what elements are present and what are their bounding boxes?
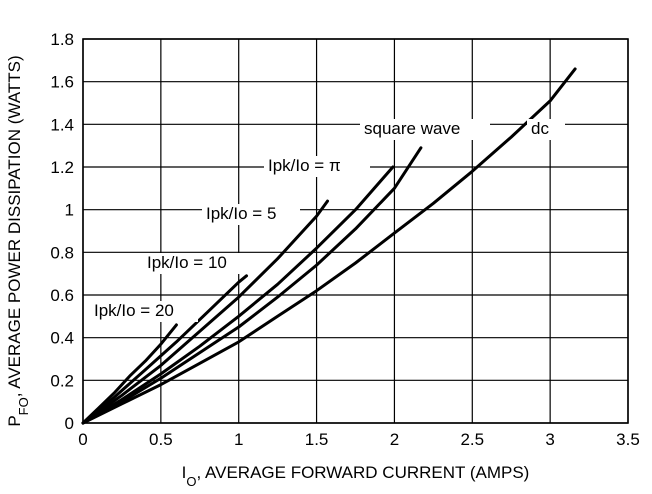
tick-labels: 0 0.5 1 1.5 2 2.5 3 3.5 0 0.2 0.4 0.6 0.8 1 1.2 1.4 1.6 1… — [50, 30, 639, 449]
x-tick-label-3: 1.5 — [305, 430, 329, 449]
annotation-label-3: Ipk/Io = π — [268, 156, 341, 175]
annotation-label-4: square wave — [364, 119, 460, 138]
y-tick-label-3: 0.6 — [50, 286, 74, 305]
y-tick-label-2: 0.4 — [50, 329, 74, 348]
series-line-3 — [81, 165, 395, 425]
annotation-label-2: Ipk/Io = 5 — [206, 204, 276, 223]
curve-annotations: Ipk/Io = 20 Ipk/Io = 10 Ipk/Io = 5 Ipk/Io =… — [90, 119, 565, 322]
y-tick-label-1: 0.2 — [50, 371, 74, 390]
series-line-1 — [81, 274, 248, 425]
y-axis-title: PFO, AVERAGE POWER DISSIPATION (WATTS) — [5, 55, 31, 426]
y-tick-label-6: 1.2 — [50, 158, 74, 177]
x-tick-label-2: 1 — [234, 430, 243, 449]
x-tick-label-0: 0 — [78, 430, 87, 449]
series-line-4 — [81, 146, 423, 425]
y-tick-label-4: 0.8 — [50, 243, 74, 262]
y-tick-label-8: 1.6 — [50, 73, 74, 92]
x-axis-title-rest: , AVERAGE FORWARD CURRENT (AMPS) — [197, 463, 530, 482]
x-tick-label-6: 3 — [545, 430, 554, 449]
plot-frame — [82, 38, 629, 424]
y-axis-title-main: P — [5, 415, 24, 426]
annotation-background-0 — [90, 301, 198, 322]
x-axis-title-main: I — [182, 463, 187, 482]
series-line-5 — [81, 67, 577, 425]
annotation-background-5 — [527, 119, 565, 140]
y-tick-label-5: 1 — [65, 201, 74, 220]
y-tick-label-9: 1.8 — [50, 30, 74, 49]
y-tick-label-7: 1.4 — [50, 115, 74, 134]
annotation-background-3 — [264, 156, 370, 177]
annotation-label-0: Ipk/Io = 20 — [94, 301, 174, 320]
x-tick-label-5: 2.5 — [460, 430, 484, 449]
x-axis-title: IO, AVERAGE FORWARD CURRENT (AMPS) — [182, 463, 530, 489]
x-tick-label-7: 3.5 — [616, 430, 640, 449]
x-tick-label-4: 2 — [390, 430, 399, 449]
series-lines — [81, 67, 577, 425]
annotation-label-1: Ipk/Io = 10 — [147, 253, 227, 272]
y-axis-title-rest: , AVERAGE POWER DISSIPATION (WATTS) — [5, 55, 24, 397]
annotation-background-1 — [143, 253, 251, 274]
y-axis-title-subscript: FO — [16, 397, 31, 415]
grid — [82, 38, 629, 424]
annotation-background-4 — [360, 119, 490, 140]
annotation-background-2 — [202, 204, 300, 225]
x-tick-label-1: 0.5 — [149, 430, 173, 449]
annotation-label-5: dc — [531, 119, 549, 138]
y-tick-label-0: 0 — [65, 414, 74, 433]
series-line-2 — [81, 199, 329, 425]
series-line-0 — [81, 323, 178, 425]
x-axis-title-subscript: O — [186, 474, 196, 489]
